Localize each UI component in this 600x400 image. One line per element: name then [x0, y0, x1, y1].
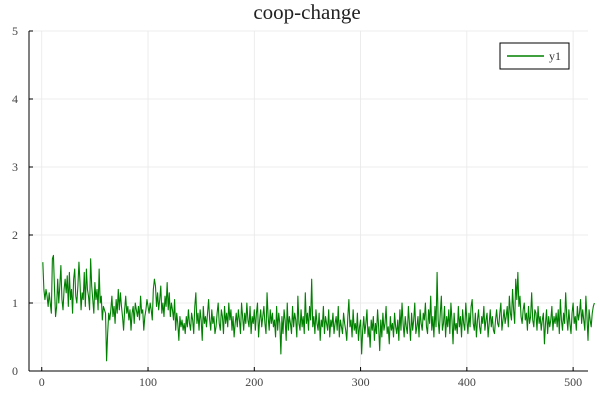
x-tick-label: 0 — [39, 375, 45, 389]
tick-labels: 0 100 200 300 400 500 0 1 2 3 4 5 — [12, 24, 582, 389]
y-tick-label: 3 — [12, 160, 18, 174]
y-tick-label: 5 — [12, 24, 18, 38]
chart-title: coop-change — [253, 0, 360, 24]
x-tick-label: 500 — [564, 375, 582, 389]
x-tick-label: 300 — [352, 375, 370, 389]
series-line-y1 — [42, 254, 595, 362]
y-tick-label: 2 — [12, 228, 18, 242]
y-tick-label: 4 — [12, 92, 18, 106]
x-tick-label: 400 — [458, 375, 476, 389]
series-layer — [42, 254, 595, 362]
y-tick-label: 0 — [12, 364, 18, 378]
x-tick-label: 200 — [245, 375, 263, 389]
legend-label-y1: y1 — [549, 49, 561, 63]
y-tick-label: 1 — [12, 296, 18, 310]
x-tick-label: 100 — [139, 375, 157, 389]
legend: y1 — [499, 42, 570, 70]
axes — [28, 30, 588, 372]
